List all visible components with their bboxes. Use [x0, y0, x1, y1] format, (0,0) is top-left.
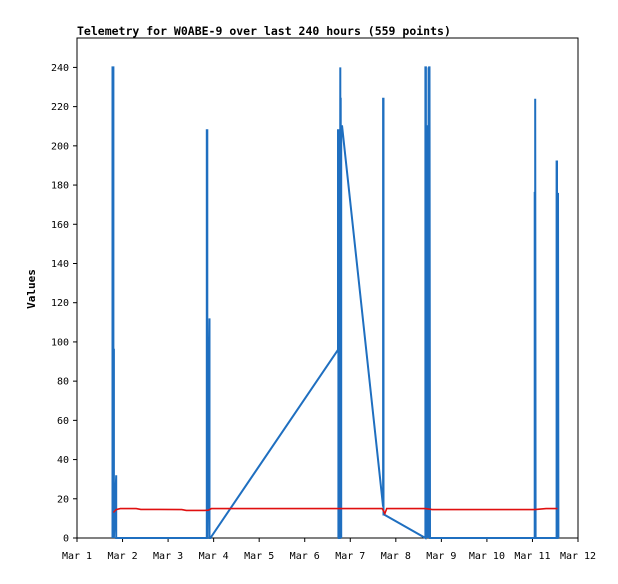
y-tick-label: 200 [51, 141, 69, 152]
x-tick-label: Mar 7 [335, 551, 365, 562]
x-axis: Mar 1 Mar 2 Mar 3 Mar 4 Mar 5 Mar 6 Mar 7 Mar 8… [62, 538, 596, 562]
plot-frame [76, 37, 579, 539]
x-tick-label: Mar 4 [199, 551, 229, 562]
y-tick-label: 120 [51, 298, 69, 309]
x-tick-label: Mar 6 [290, 551, 320, 562]
y-tick-label: 140 [51, 259, 69, 270]
y-tick-label: 100 [51, 337, 69, 348]
y-tick-label: 60 [57, 416, 69, 427]
series-layer [111, 66, 560, 540]
y-tick-label: 180 [51, 181, 69, 192]
x-tick-label: Mar 5 [244, 551, 274, 562]
y-tick-label: 20 [57, 494, 69, 505]
series-1-line [111, 66, 560, 540]
x-tick-label: Mar 8 [381, 551, 411, 562]
y-tick-label: 80 [57, 377, 69, 388]
y-axis: 0 20 40 60 80 100 120 140 160 180 200 220 240 [51, 63, 77, 545]
chart-title: Telemetry for W0ABE-9 over last 240 hour… [77, 24, 451, 38]
x-tick-label: Mar 3 [153, 551, 183, 562]
y-axis-label: Values [25, 269, 38, 309]
y-tick-label: 160 [51, 220, 69, 231]
y-tick-label: 40 [57, 455, 69, 466]
series-2-line [112, 507, 558, 516]
y-tick-label: 240 [51, 63, 69, 74]
x-tick-label: Mar 1 [62, 551, 92, 562]
y-tick-label: 220 [51, 102, 69, 113]
x-tick-label: Mar 11 [514, 551, 550, 562]
x-tick-label: Mar 2 [107, 551, 137, 562]
x-tick-label: Mar 12 [560, 551, 596, 562]
x-tick-label: Mar 10 [469, 551, 505, 562]
y-tick-label: 0 [63, 534, 69, 545]
x-tick-label: Mar 9 [426, 551, 456, 562]
